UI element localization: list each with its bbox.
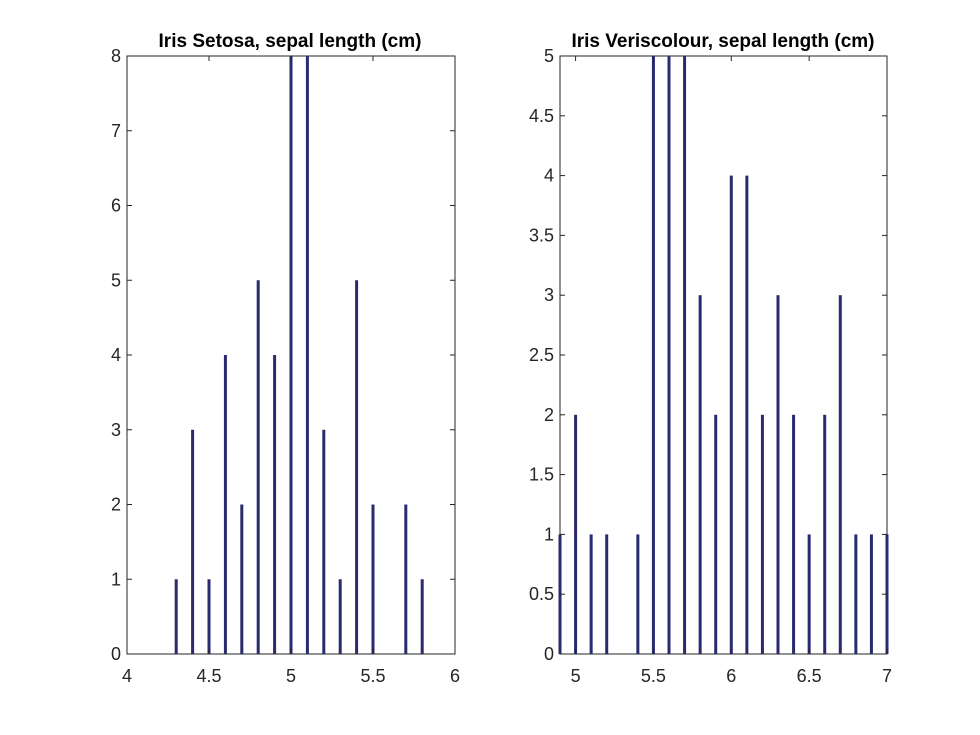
histogram-versicolour: Iris Veriscolour, sepal length (cm) 5 5.5… xyxy=(529,31,892,686)
bar-versicolour xyxy=(714,414,718,654)
x-tick-label-setosa: 5.5 xyxy=(360,666,385,686)
bar-setosa xyxy=(305,56,309,654)
bar-setosa xyxy=(191,429,195,654)
bar-versicolour xyxy=(651,56,655,654)
bar-setosa xyxy=(240,504,244,654)
bar-versicolour xyxy=(667,56,671,654)
bar-versicolour xyxy=(823,414,827,654)
chart-title-setosa: Iris Setosa, sepal length (cm) xyxy=(159,31,422,52)
bar-setosa xyxy=(420,579,424,654)
bar-setosa xyxy=(273,355,277,654)
bar-setosa xyxy=(404,504,408,654)
bar-versicolour xyxy=(729,175,733,654)
bar-setosa xyxy=(174,579,178,654)
y-tick-label-setosa: 2 xyxy=(111,495,121,515)
y-tick-label-versicolour: 3.5 xyxy=(529,225,554,245)
bar-versicolour xyxy=(838,295,842,654)
x-tick-label-versicolour: 7 xyxy=(882,666,892,686)
bar-versicolour xyxy=(698,295,702,654)
bar-versicolour xyxy=(636,534,640,654)
bar-versicolour xyxy=(854,534,858,654)
bar-versicolour xyxy=(605,534,609,654)
x-tick-label-versicolour: 6 xyxy=(726,666,736,686)
x-tick-label-setosa: 4 xyxy=(122,666,132,686)
x-tick-label-setosa: 6 xyxy=(450,666,460,686)
axes-box-versicolour xyxy=(559,55,888,655)
y-tick-label-versicolour: 4 xyxy=(544,166,554,186)
y-tick-label-setosa: 6 xyxy=(111,196,121,216)
y-tick-label-versicolour: 5 xyxy=(544,46,554,66)
bar-setosa xyxy=(322,429,326,654)
bar-versicolour xyxy=(792,414,796,654)
bar-setosa xyxy=(289,56,293,654)
y-tick-label-setosa: 4 xyxy=(111,345,121,365)
bar-setosa xyxy=(355,280,359,654)
bar-setosa xyxy=(256,280,260,654)
bar-versicolour xyxy=(745,175,749,654)
bar-setosa xyxy=(223,355,227,654)
bar-setosa xyxy=(371,504,375,654)
y-tick-label-setosa: 1 xyxy=(111,569,121,589)
bar-versicolour xyxy=(807,534,811,654)
y-tick-label-versicolour: 3 xyxy=(544,285,554,305)
x-tick-label-setosa: 4.5 xyxy=(196,666,221,686)
y-tick-label-setosa: 3 xyxy=(111,420,121,440)
bar-setosa xyxy=(207,579,211,654)
y-tick-label-setosa: 5 xyxy=(111,270,121,290)
x-tick-label-versicolour: 5 xyxy=(571,666,581,686)
bar-versicolour xyxy=(760,414,764,654)
bar-versicolour xyxy=(574,414,578,654)
bar-versicolour xyxy=(869,534,873,654)
y-tick-label-versicolour: 0 xyxy=(544,644,554,664)
y-tick-label-setosa: 0 xyxy=(111,644,121,664)
y-tick-label-setosa: 7 xyxy=(111,121,121,141)
bar-versicolour xyxy=(776,295,780,654)
y-tick-label-versicolour: 1.5 xyxy=(529,465,554,485)
x-tick-label-setosa: 5 xyxy=(286,666,296,686)
histogram-setosa: Iris Setosa, sepal length (cm) 4 4.5 5 5.5 6… xyxy=(111,31,460,686)
y-tick-label-versicolour: 1 xyxy=(544,524,554,544)
x-tick-label-versicolour: 5.5 xyxy=(641,666,666,686)
chart-title-versicolour: Iris Veriscolour, sepal length (cm) xyxy=(571,31,874,52)
y-tick-label-versicolour: 2.5 xyxy=(529,345,554,365)
bar-setosa xyxy=(338,579,342,654)
y-tick-label-setosa: 8 xyxy=(111,46,121,66)
y-tick-label-versicolour: 2 xyxy=(544,405,554,425)
bar-versicolour xyxy=(683,56,687,654)
y-tick-label-versicolour: 4.5 xyxy=(529,106,554,126)
y-tick-label-versicolour: 0.5 xyxy=(529,584,554,604)
x-tick-label-versicolour: 6.5 xyxy=(797,666,822,686)
bar-versicolour xyxy=(589,534,593,654)
